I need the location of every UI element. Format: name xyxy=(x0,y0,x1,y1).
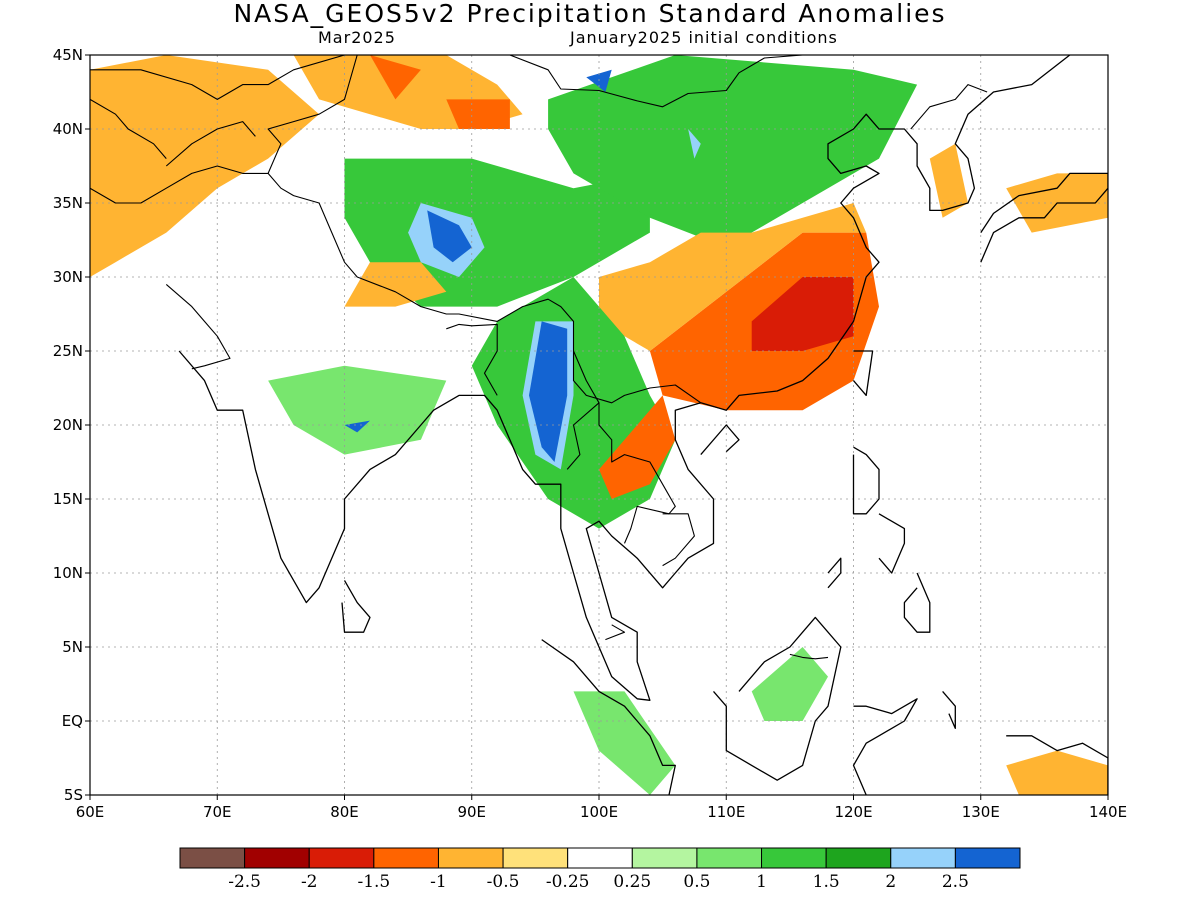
legend-swatch xyxy=(179,847,246,869)
legend-label: 0.25 xyxy=(613,872,651,892)
coastline xyxy=(903,572,931,633)
gridlines xyxy=(90,55,1108,795)
lat-tick-label: 25N xyxy=(53,342,83,360)
legend-swatch xyxy=(761,847,827,869)
coastline xyxy=(853,350,874,397)
legend-label: -1.5 xyxy=(357,872,390,892)
chart-title: NASA_GEOS5v2 Precipitation Standard Anom… xyxy=(233,0,947,28)
legend-label: 2.5 xyxy=(942,872,969,892)
legend-label: -2.5 xyxy=(228,872,261,892)
coastline xyxy=(1006,735,1108,795)
lat-tick-label: 35N xyxy=(53,194,83,212)
anomaly-region-sumatra-green xyxy=(573,691,676,795)
legend-swatch xyxy=(502,847,569,869)
country-border xyxy=(90,98,167,159)
anomaly-region-tarim-dark-orange xyxy=(446,99,510,129)
lon-tick-label: 100E xyxy=(580,803,618,821)
legend-label: 1.5 xyxy=(813,872,840,892)
anomaly-region-north-china-green xyxy=(548,55,918,248)
coastline xyxy=(827,557,842,589)
country-border xyxy=(483,55,803,108)
legend-swatch xyxy=(825,847,892,869)
coastline xyxy=(878,513,906,574)
lat-tick-label: 15N xyxy=(53,490,83,508)
coastline xyxy=(700,424,740,456)
anomaly-region-india-green-patches xyxy=(268,365,447,455)
legend-swatch xyxy=(890,847,956,869)
anomaly-region-newguinea-orange xyxy=(1006,750,1108,795)
anomaly-region-tibet-blue xyxy=(427,210,472,263)
country-border xyxy=(605,624,626,641)
country-border xyxy=(90,165,702,404)
lon-tick-label: 120E xyxy=(834,803,872,821)
init-conditions-label: January2025 initial conditions xyxy=(570,28,838,47)
lat-tick-label: EQ xyxy=(62,712,83,730)
anomaly-region-mongolia-blue-light xyxy=(688,129,701,159)
lon-tick-label: 70E xyxy=(203,803,232,821)
legend-swatch xyxy=(308,847,375,869)
coastline xyxy=(341,580,371,633)
coastline xyxy=(942,690,956,730)
country-border xyxy=(90,55,345,100)
valid-month-label: Mar2025 xyxy=(318,28,396,47)
lat-tick-label: 5N xyxy=(62,638,83,656)
lat-tick-label: 20N xyxy=(53,416,83,434)
legend-swatch xyxy=(373,847,439,869)
lat-tick-label: 40N xyxy=(53,120,83,138)
lon-tick-label: 110E xyxy=(707,803,745,821)
anomaly-shading xyxy=(90,55,1108,795)
country-border xyxy=(662,513,695,567)
legend-swatch xyxy=(437,847,504,869)
anomaly-region-india-orange-patch xyxy=(344,262,447,307)
legend-label: 0.5 xyxy=(683,872,710,892)
legend-swatch xyxy=(631,847,698,869)
anomaly-region-west-asia-orange xyxy=(90,55,320,277)
country-border xyxy=(165,121,256,167)
axis-labels: 60E 70E 80E 90E 100E 110E 120E 130E 140E 45N 40N 35… xyxy=(53,46,1127,821)
lat-tick-label: 30N xyxy=(53,268,83,286)
lon-tick-label: 60E xyxy=(76,803,105,821)
lon-tick-label: 90E xyxy=(457,803,486,821)
country-border xyxy=(267,55,358,174)
country-border xyxy=(446,323,498,396)
anomaly-region-tienshan-dark-orange xyxy=(370,55,421,100)
coastline xyxy=(852,698,918,795)
country-border xyxy=(566,350,600,470)
country-border xyxy=(165,283,231,370)
lat-tick-label: 45N xyxy=(53,46,83,64)
legend-label: 1 xyxy=(756,872,767,892)
anomaly-region-south-china-red xyxy=(751,277,854,351)
country-borders xyxy=(90,55,1108,795)
coastline xyxy=(852,446,880,515)
coastline xyxy=(178,55,1071,701)
lon-tick-label: 140E xyxy=(1089,803,1127,821)
coastline xyxy=(541,639,676,795)
lat-tick-label: 10N xyxy=(53,564,83,582)
anomaly-region-korea-orange xyxy=(929,143,968,218)
lon-tick-label: 80E xyxy=(330,803,359,821)
legend-swatch xyxy=(567,847,633,869)
coastline xyxy=(713,616,842,781)
country-border xyxy=(598,402,676,544)
lat-tick-label: 5S xyxy=(64,786,83,804)
legend-label: -0.5 xyxy=(487,872,520,892)
anomaly-region-india-blue-patch xyxy=(344,420,370,433)
anomaly-region-borneo-green xyxy=(751,647,828,721)
legend-label: -2 xyxy=(301,872,318,892)
lon-tick-label: 130E xyxy=(962,803,1000,821)
color-legend: -2.5 -2 -1.5 -1 -0.5 -0.25 0.25 0.5 1 1.5 2 2.5 xyxy=(179,847,1021,892)
coastlines xyxy=(178,55,1108,795)
legend-swatch xyxy=(244,847,310,869)
coastline xyxy=(980,172,1108,263)
legend-swatch xyxy=(954,847,1021,869)
country-border xyxy=(789,653,829,660)
anomaly-region-myanmar-blue xyxy=(529,321,568,462)
legend-label: 2 xyxy=(885,872,896,892)
country-border xyxy=(910,84,988,130)
legend-label: -1 xyxy=(430,872,447,892)
legend-swatch xyxy=(696,847,763,869)
legend-label: -0.25 xyxy=(546,872,590,892)
